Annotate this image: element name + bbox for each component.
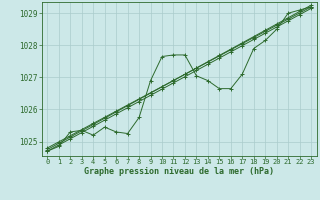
X-axis label: Graphe pression niveau de la mer (hPa): Graphe pression niveau de la mer (hPa)	[84, 167, 274, 176]
